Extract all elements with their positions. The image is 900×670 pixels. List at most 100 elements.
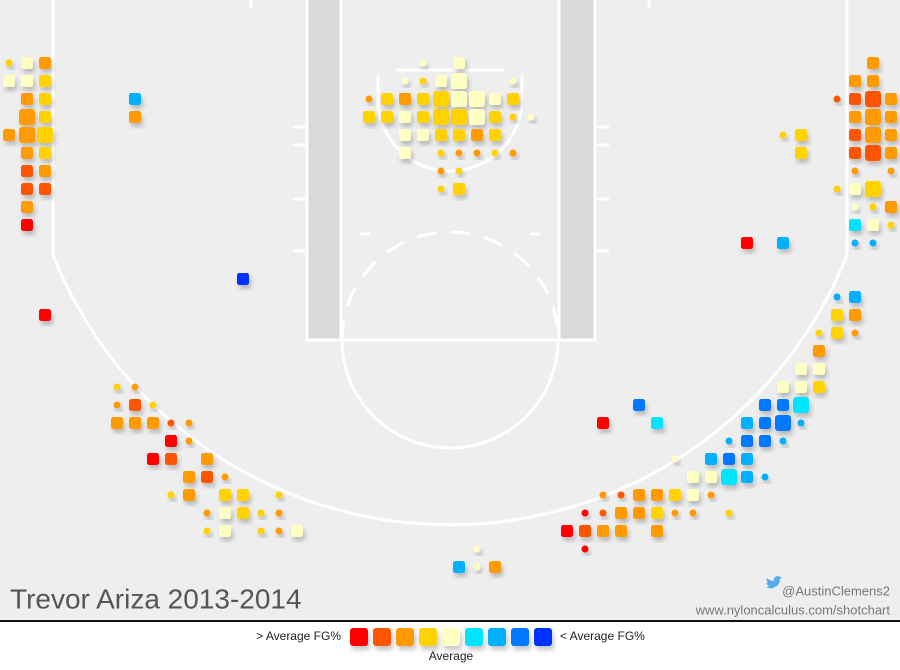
shot-square <box>489 561 501 573</box>
shot-square <box>509 149 517 157</box>
shot-square <box>473 563 481 571</box>
shot-square <box>203 527 211 535</box>
three-point-line <box>51 0 849 527</box>
shot-square <box>451 73 467 89</box>
shot-square <box>813 345 825 357</box>
shot-square <box>437 167 445 175</box>
shot-square <box>203 509 211 517</box>
shot-square <box>813 363 825 375</box>
shot-square <box>111 417 123 429</box>
shot-square <box>433 91 449 107</box>
shot-square <box>21 93 33 105</box>
shot-square <box>813 381 825 393</box>
shot-square <box>869 203 877 211</box>
shot-square <box>707 491 715 499</box>
shot-square <box>689 509 697 517</box>
shot-square <box>885 93 897 105</box>
shot-square <box>851 203 859 211</box>
shot-square <box>221 473 229 481</box>
shot-square <box>147 453 159 465</box>
shot-square <box>39 309 51 321</box>
shot-square <box>419 59 427 67</box>
shot-square <box>867 57 879 69</box>
shot-square <box>669 489 681 501</box>
shot-square <box>39 165 51 177</box>
shot-square <box>865 127 881 143</box>
shot-square <box>779 437 787 445</box>
twitter-icon <box>766 576 782 589</box>
shot-square <box>725 509 733 517</box>
shot-square <box>741 435 753 447</box>
shot-square <box>849 75 861 87</box>
shot-square <box>581 509 589 517</box>
shot-square <box>381 111 393 123</box>
legend-swatch <box>442 628 460 646</box>
shot-square <box>21 201 33 213</box>
shot-square <box>507 93 519 105</box>
free-throw-circle-dashed <box>340 230 560 341</box>
shot-square <box>237 273 249 285</box>
legend-swatch <box>465 628 483 646</box>
shot-square <box>761 473 769 481</box>
shot-square <box>417 111 429 123</box>
shot-square <box>759 399 771 411</box>
shot-square <box>561 525 573 537</box>
shot-square <box>797 419 805 427</box>
shot-square <box>473 149 481 157</box>
shot-square <box>759 417 771 429</box>
shot-square <box>741 471 753 483</box>
shot-square <box>705 471 717 483</box>
shot-square <box>723 453 735 465</box>
shot-square <box>237 489 249 501</box>
shot-square <box>849 93 861 105</box>
credit-handle: @AustinClemens2 <box>782 583 890 598</box>
shot-square <box>129 93 141 105</box>
shot-square <box>849 219 861 231</box>
legend-swatch <box>350 628 368 646</box>
shot-square <box>129 399 141 411</box>
shot-square <box>651 507 663 519</box>
shot-square <box>435 129 447 141</box>
shot-square <box>21 57 33 69</box>
shot-square <box>509 113 517 121</box>
shot-square <box>433 109 449 125</box>
shot-square <box>849 111 861 123</box>
shot-square <box>793 397 809 413</box>
shot-square <box>469 109 485 125</box>
shot-square <box>473 545 481 553</box>
shot-square <box>183 489 195 501</box>
shot-square <box>851 239 859 247</box>
shot-square <box>185 419 193 427</box>
shot-square <box>129 417 141 429</box>
shot-square <box>5 59 13 67</box>
shot-square <box>113 383 121 391</box>
shot-square <box>129 111 141 123</box>
shot-square <box>851 329 859 337</box>
shot-square <box>257 509 265 517</box>
shot-square <box>833 185 841 193</box>
shot-square <box>113 401 121 409</box>
legend <box>350 628 552 646</box>
shot-square <box>869 239 877 247</box>
shot-square <box>21 183 33 195</box>
shot-square <box>795 147 807 159</box>
shot-square <box>469 91 485 107</box>
shot-square <box>131 383 139 391</box>
shot-square <box>581 545 589 553</box>
shot-square <box>849 291 861 303</box>
shot-square <box>19 109 35 125</box>
shot-square <box>865 109 881 125</box>
shot-square <box>815 329 823 337</box>
shot-square <box>489 93 501 105</box>
shot-square <box>651 489 663 501</box>
shot-square <box>615 525 627 537</box>
shot-square <box>509 77 517 85</box>
shot-square <box>435 75 447 87</box>
shot-square <box>579 525 591 537</box>
chart-title: Trevor Ariza 2013-2014 <box>10 583 302 614</box>
shot-square <box>831 327 843 339</box>
shot-square <box>849 309 861 321</box>
shot-square <box>39 93 51 105</box>
shot-square <box>275 509 283 517</box>
shot-square <box>451 109 467 125</box>
